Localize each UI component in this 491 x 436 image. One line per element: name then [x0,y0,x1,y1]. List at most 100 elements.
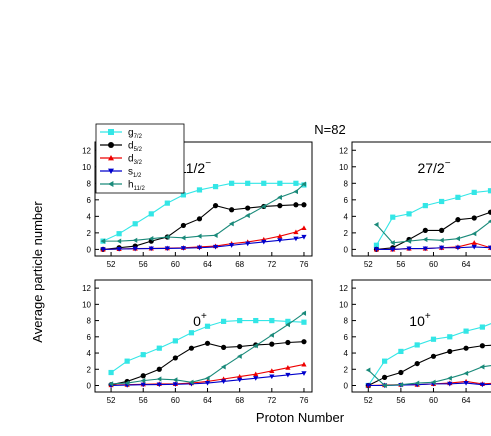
data-point-h112 [253,343,258,349]
data-point-h112 [269,332,274,338]
legend-marker [108,181,114,187]
y-tick-label: 0 [344,382,349,391]
y-tick-label: 2 [87,365,92,374]
data-point-h112 [261,203,266,210]
data-point-d32 [471,240,477,245]
x-tick-label: 56 [139,396,148,405]
plot-frame [94,141,313,257]
data-point-s12 [487,245,491,251]
data-point-g72 [245,180,251,186]
x-tick-label: 56 [139,260,148,269]
data-point-g72 [253,317,259,324]
plot-frame [351,279,491,393]
data-point-g72 [422,203,428,209]
y-tick-label: 10 [82,300,91,309]
y-tick-label: 10 [82,163,91,172]
data-point-h112 [164,234,170,240]
y-tick-label: 12 [339,284,348,293]
data-point-h112 [422,236,428,243]
data-point-s12 [172,382,178,387]
data-point-d52 [188,345,195,351]
data-point-d32 [269,368,275,373]
data-point-g72 [164,200,170,206]
plot-frame [94,279,313,393]
x-tick-label: 56 [396,260,405,269]
x-tick-label: 60 [171,260,180,269]
x-tick-label: 52 [364,396,373,405]
legend-marker [108,142,114,148]
data-point-d52 [487,209,491,215]
data-point-d52 [422,227,428,233]
series-line-d52 [102,204,304,250]
data-point-g72 [293,180,299,186]
x-tick-label: 64 [203,396,212,405]
data-point-d52 [439,227,445,233]
y-tick-label: 4 [344,212,349,221]
data-point-g72 [398,348,404,355]
y-tick-label: 2 [87,229,92,238]
data-point-s12 [237,377,243,383]
legend-label-sub: 3/2 [134,160,143,166]
plot-frame [351,141,491,257]
data-point-h112 [156,376,162,382]
y-tick-label: 6 [87,333,92,342]
data-point-h112 [132,237,138,243]
legend-marker [108,129,114,135]
data-point-g72 [261,180,267,186]
data-point-s12 [261,239,267,245]
x-tick-label: 76 [300,396,309,405]
data-point-d52 [381,374,388,380]
data-point-g72 [132,221,138,227]
data-point-s12 [269,374,275,380]
data-point-s12 [100,247,106,252]
data-point-h112 [220,364,226,370]
data-point-d52 [204,340,211,346]
data-point-g72 [172,338,178,344]
data-point-h112 [172,377,178,383]
data-point-h112 [180,235,186,241]
data-point-g72 [277,180,283,186]
data-point-d52 [212,203,219,209]
series-line-s12 [103,236,305,250]
x-tick-label: 72 [267,260,276,269]
x-tick-label: 72 [267,396,276,405]
data-point-g72 [148,211,154,217]
y-tick-label: 6 [344,333,349,342]
data-point-d32 [253,371,259,377]
panel-title-sup: + [425,311,431,322]
data-point-g72 [212,184,219,190]
legend-label-sub: 7/2 [134,134,143,140]
data-point-h112 [390,240,395,246]
y-tick-label: 12 [82,146,91,155]
data-point-g72 [471,189,477,195]
x-tick-label: 52 [364,260,373,269]
data-point-s12 [116,246,122,252]
data-point-d52 [293,202,299,208]
x-tick-label: 52 [107,260,116,269]
data-point-g72 [196,187,203,193]
figure-header: N=82 [314,122,345,137]
data-point-d52 [277,203,283,209]
y-tick-label: 6 [344,196,349,205]
y-tick-label: 12 [82,284,91,293]
data-point-g72 [180,192,187,198]
data-point-d52 [196,216,203,222]
data-point-g72 [229,180,235,186]
data-point-d52 [479,343,485,349]
y-tick-label: 6 [87,196,92,205]
data-point-h112 [245,212,250,219]
x-tick-label: 60 [429,260,438,269]
data-point-h112 [373,222,379,228]
data-point-d52 [414,360,420,367]
y-tick-label: 0 [87,382,92,391]
data-point-s12 [140,382,146,388]
panel-title-sup: + [201,311,207,322]
data-point-g72 [430,336,437,342]
data-point-g72 [116,231,122,237]
panel-title: 11/2− [179,158,211,176]
data-point-h112 [406,238,412,244]
data-point-s12 [455,245,461,251]
